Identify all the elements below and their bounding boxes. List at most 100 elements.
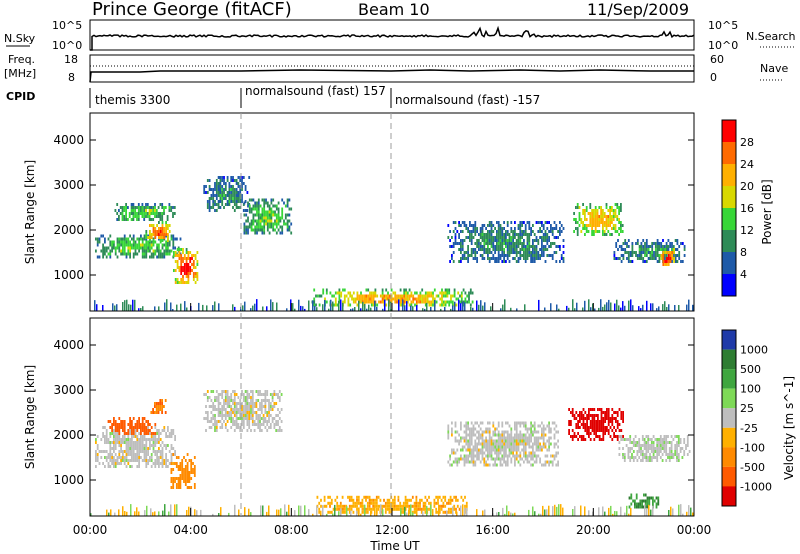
- data-cell: [269, 414, 272, 417]
- data-cell: [541, 433, 543, 437]
- data-cell: [644, 245, 646, 248]
- data-cell: [455, 498, 457, 502]
- data-cell: [656, 242, 659, 245]
- data-cell: [147, 240, 149, 244]
- data-cell: [645, 441, 648, 444]
- data-cell: [176, 254, 179, 257]
- data-cell: [233, 423, 236, 426]
- data-cell: [660, 254, 663, 257]
- data-cell: [560, 230, 563, 233]
- data-cell: [579, 411, 581, 414]
- data-cell: [174, 251, 177, 254]
- data-cell: [278, 426, 281, 429]
- data-cell: [261, 198, 264, 202]
- data-cell: [501, 421, 504, 425]
- data-cell: [237, 206, 240, 209]
- data-cell: [424, 507, 427, 511]
- data-cell: [138, 426, 140, 429]
- colorbar-tick-label: 1000: [740, 344, 768, 357]
- data-cell: [176, 260, 179, 263]
- data-cell: [277, 420, 279, 423]
- data-cell: [559, 230, 561, 233]
- data-cell: [192, 471, 194, 474]
- data-cell: [546, 236, 549, 239]
- data-cell: [244, 414, 247, 417]
- data-cell: [642, 239, 645, 242]
- data-cell: [154, 227, 157, 230]
- data-cell: [156, 438, 158, 441]
- data-cell: [370, 498, 373, 502]
- data-cell: [256, 231, 258, 235]
- data-cell: [503, 430, 505, 434]
- data-cell: [550, 454, 552, 458]
- data-cell: [248, 426, 251, 429]
- data-cell: [622, 453, 624, 456]
- data-cell: [476, 230, 478, 233]
- data-cell: [215, 396, 218, 399]
- data-cell: [627, 257, 630, 260]
- data-cell: [215, 191, 218, 194]
- data-cell: [132, 441, 135, 444]
- data-cell: [458, 460, 460, 464]
- data-cell: [505, 254, 507, 257]
- data-cell: [557, 445, 559, 449]
- data-cell: [640, 459, 642, 462]
- data-cell: [252, 198, 255, 202]
- data-cell: [118, 462, 121, 465]
- data-cell: [532, 445, 534, 449]
- data-cell: [138, 459, 140, 462]
- data-cell: [665, 459, 668, 462]
- data-cell: [424, 291, 427, 295]
- data-cell: [127, 462, 130, 465]
- data-cell: [165, 435, 167, 438]
- data-cell: [526, 236, 529, 239]
- colorbar-tick-label: 8: [740, 246, 747, 259]
- data-cell: [519, 433, 522, 437]
- data-cell: [483, 457, 486, 461]
- data-cell: [143, 215, 146, 218]
- data-cell: [129, 234, 131, 238]
- data-cell: [595, 414, 597, 417]
- data-cell: [120, 249, 122, 253]
- data-cell: [232, 179, 234, 182]
- data-cell: [575, 423, 578, 426]
- data-cell: [146, 212, 149, 215]
- data-cell: [440, 504, 443, 508]
- data-cell: [118, 417, 121, 420]
- data-cell: [170, 462, 173, 465]
- data-cell: [390, 288, 393, 292]
- data-cell: [505, 460, 507, 464]
- data-cell: [206, 411, 209, 414]
- data-cell: [424, 510, 427, 514]
- cpid-segment-2: normalsound (fast) 157: [245, 84, 386, 98]
- data-cell: [102, 432, 104, 435]
- data-cell: [283, 201, 285, 205]
- data-cell: [251, 414, 254, 417]
- data-cell: [246, 408, 249, 411]
- data-cell: [676, 450, 678, 453]
- data-cell: [367, 288, 370, 292]
- data-cell: [658, 248, 661, 251]
- data-cell: [224, 194, 227, 197]
- data-cell: [686, 444, 689, 447]
- colorbar-tick-label: 25: [740, 402, 754, 415]
- data-cell: [512, 454, 514, 458]
- data-cell: [259, 426, 261, 429]
- data-cell: [214, 209, 216, 212]
- data-cell: [550, 227, 552, 230]
- data-cell: [524, 451, 527, 455]
- data-cell: [385, 303, 388, 307]
- data-cell: [598, 426, 601, 429]
- data-cell: [528, 248, 531, 251]
- data-cell: [122, 441, 124, 444]
- data-cell: [655, 505, 658, 509]
- data-cell: [405, 294, 407, 298]
- data-cell: [523, 424, 525, 428]
- data-cell: [268, 414, 270, 417]
- data-cell: [324, 297, 326, 301]
- data-cell: [582, 212, 584, 215]
- data-cell: [514, 233, 516, 236]
- data-cell: [620, 414, 623, 417]
- data-cell: [627, 245, 630, 248]
- data-cell: [524, 433, 527, 437]
